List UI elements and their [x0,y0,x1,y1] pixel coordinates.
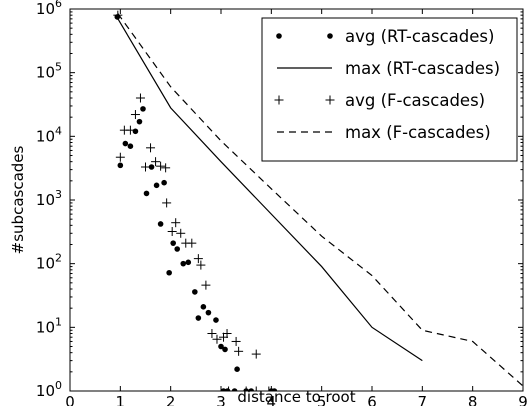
data-point [161,179,167,186]
data-point [122,140,129,147]
data-point [192,289,198,295]
x-tick-label: 1 [116,393,126,406]
data-point [213,317,219,323]
series-points-avg-rt-cascades [114,14,278,391]
legend-handle-avg-rt-cascades [327,33,333,39]
legend-label-max-rt-cascades: max (RT-cascades) [345,59,500,78]
legend-label-avg-f-cascades: avg (F-cascades) [345,91,485,110]
series-line-max-rt-cascades [116,16,423,362]
data-point [127,143,134,149]
y-tick-label: 106 [36,0,62,18]
legend-handle-avg-f-cascades [325,95,335,105]
data-point [234,346,244,356]
x-tick-label: 6 [367,393,377,406]
x-tick-label: 9 [518,393,528,406]
y-tick-label: 100 [36,379,62,400]
x-tick-label: 0 [65,393,75,406]
data-point [146,143,156,153]
series-line-max-f-cascades [117,13,523,387]
legend-handle-avg-rt-cascades [276,33,282,39]
legend-label-max-f-cascades: max (F-cascades) [345,123,491,142]
data-point [132,128,139,135]
y-tick-label: 104 [36,124,62,145]
x-tick-label: 3 [216,393,226,406]
y-tick-label: 105 [36,61,62,82]
data-point [161,163,171,173]
data-point [201,280,211,290]
data-point [218,343,224,350]
ticks-layer [69,8,524,392]
data-point [196,260,206,270]
data-point [157,221,164,227]
data-point [271,388,278,391]
data-point [113,10,123,20]
data-point [200,304,207,310]
x-tick-label: 8 [468,393,478,406]
tick-labels-layer: 0 1 2 3 4 5 6 7 8 9 100 101 102 103 104 105 106 [36,0,528,406]
data-point [251,349,261,359]
data-point [212,334,222,344]
data-point [219,332,229,342]
data-point [156,161,166,171]
data-point [141,162,150,172]
data-point [187,238,197,248]
y-tick-label: 102 [36,252,62,273]
data-point [180,260,187,267]
data-point [166,269,172,276]
data-point [207,329,217,339]
data-point [231,388,238,391]
data-point [130,110,140,120]
data-point [251,386,261,391]
data-point [241,386,251,391]
data-point [143,190,150,197]
data-point [136,118,143,125]
x-tick-label: 5 [317,393,327,406]
data-point [174,246,181,252]
data-point [140,106,146,112]
data-point [115,152,125,162]
data-point [148,164,155,170]
legend: avg (RT-cascades) max (RT-cascades) avg (F… [261,17,518,162]
legend-label-avg-rt-cascades: avg (RT-cascades) [345,27,494,46]
x-tick-label: 7 [418,393,428,406]
data-point [135,93,145,103]
data-point [248,388,254,391]
data-point [195,315,202,321]
data-point [117,162,124,169]
data-point [176,228,186,238]
data-point [162,198,172,208]
data-point [193,254,203,264]
data-point [264,386,274,391]
marks-layer [113,10,523,391]
data-point [222,329,232,339]
data-point [205,309,212,316]
x-tick-label: 2 [166,393,176,406]
data-point [125,125,135,135]
series-points-avg-f-cascades [113,10,274,391]
data-point [224,386,234,391]
data-point [153,182,160,189]
data-point [167,227,177,237]
legend-handle-avg-f-cascades [274,95,284,105]
data-point [185,259,192,266]
x-tick-label: 4 [267,393,277,406]
y-axis-label: #subcascades [9,145,27,254]
x-axis-label: distance to root [237,388,355,406]
y-tick-label: 103 [36,188,62,209]
data-point [222,346,228,353]
data-point [170,240,176,246]
legend-box [261,17,518,162]
data-point [231,336,241,346]
data-point [171,218,181,228]
data-point [151,157,161,167]
y-tick-label: 101 [36,315,62,336]
data-point [234,366,240,372]
